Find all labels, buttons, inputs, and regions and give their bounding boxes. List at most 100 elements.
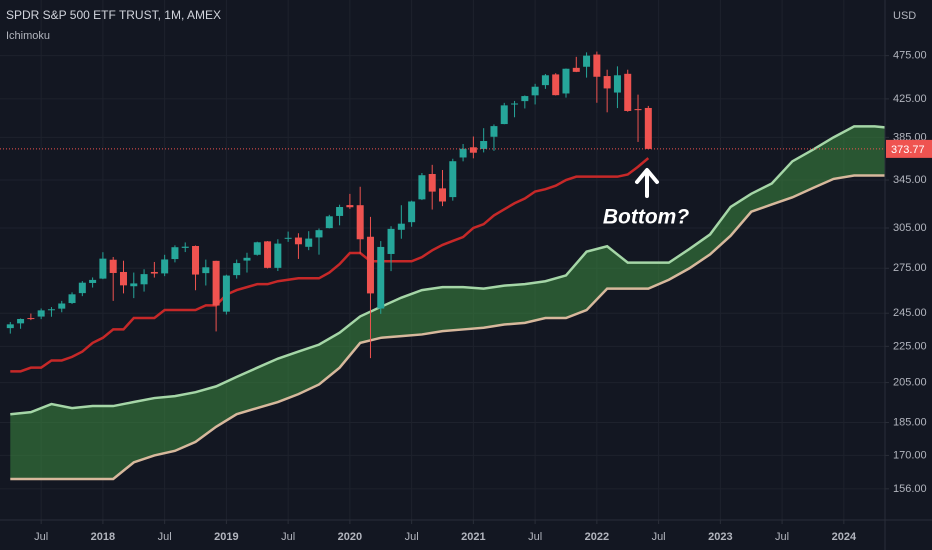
currency-label: USD	[893, 10, 916, 22]
candle-body	[202, 267, 210, 274]
candle-body	[109, 259, 117, 273]
candle-body	[233, 263, 241, 276]
cloud-fill	[10, 126, 885, 480]
candle-body	[603, 76, 611, 89]
plot-area	[0, 51, 885, 481]
candle-body	[593, 54, 601, 77]
candle-body	[552, 74, 560, 96]
y-tick-label: 425.00	[893, 93, 927, 105]
x-tick-label: Jul	[528, 531, 542, 543]
candle-body	[89, 279, 97, 283]
candle-body	[500, 105, 508, 125]
candle-body	[6, 324, 14, 329]
candle-body	[521, 96, 529, 102]
x-tick-label: 2024	[832, 531, 857, 543]
candle-body	[346, 205, 354, 208]
y-tick-label: 225.00	[893, 340, 927, 352]
candle-body	[212, 260, 220, 306]
annotation: Bottom?	[603, 206, 689, 229]
candle-body	[531, 86, 539, 96]
annotation-arrow	[635, 168, 659, 198]
candle-body	[47, 309, 55, 311]
candle-body	[37, 310, 45, 317]
x-tick-label: 2021	[461, 531, 485, 543]
indicator-label: Ichimoku	[6, 30, 50, 42]
y-tick-label: 156.00	[893, 483, 927, 495]
x-tick-label: 2020	[338, 531, 362, 543]
candle-body	[27, 318, 35, 320]
candle-body	[428, 173, 436, 192]
candle-body	[366, 236, 374, 294]
y-tick-label: 245.00	[893, 307, 927, 319]
candle-body	[325, 216, 333, 229]
candle-body	[613, 75, 621, 93]
candle-body	[439, 188, 446, 202]
x-tick-label: Jul	[34, 531, 48, 543]
base-line	[10, 157, 650, 373]
candle-body	[253, 242, 261, 255]
candle-body	[58, 303, 66, 309]
candle-body	[243, 257, 251, 261]
candle-body	[294, 237, 302, 245]
x-tick-label: Jul	[652, 531, 666, 543]
last-price-box	[886, 139, 932, 158]
candle-body	[68, 294, 76, 304]
candle-body	[644, 107, 652, 149]
candle-body	[161, 259, 169, 274]
span-b-line	[10, 174, 885, 481]
candle-body	[305, 238, 313, 247]
candle-body	[119, 271, 127, 286]
candle-body	[130, 283, 138, 287]
arrow-head	[635, 168, 659, 184]
last-price-label: 373.77	[891, 144, 925, 156]
candle-body	[78, 282, 86, 294]
candle-body	[459, 148, 467, 158]
y-tick-label: 345.00	[893, 174, 927, 186]
y-tick-label: 475.00	[893, 50, 927, 62]
span-a-line	[10, 125, 885, 416]
y-tick-label: 170.00	[893, 449, 927, 461]
y-tick-label: 305.00	[893, 222, 927, 234]
axes: 475.00425.00385.00345.00305.00275.00245.…	[34, 50, 932, 543]
candle-body	[583, 55, 591, 67]
candle-body	[387, 228, 395, 254]
candle-body	[397, 223, 405, 230]
candle-body	[274, 243, 282, 268]
candle-body	[469, 147, 477, 153]
candle-body	[480, 141, 488, 149]
candle-body	[336, 207, 344, 216]
candle-body	[572, 67, 580, 72]
x-tick-label: Jul	[405, 531, 419, 543]
candle-body	[408, 201, 416, 223]
x-tick-label: Jul	[158, 531, 172, 543]
y-tick-label: 275.00	[893, 262, 927, 274]
candle-body	[490, 126, 498, 137]
x-tick-label: 2018	[91, 531, 115, 543]
candle-body	[356, 205, 364, 240]
y-tick-label: 185.00	[893, 416, 927, 428]
candle-body	[140, 274, 148, 285]
candle-body	[562, 68, 570, 94]
candle-body	[315, 230, 323, 238]
candle-body	[192, 246, 200, 275]
candle-body	[99, 258, 107, 279]
candle-body	[171, 247, 179, 260]
x-tick-label: Jul	[775, 531, 789, 543]
candle-body	[264, 241, 272, 268]
candle-body	[377, 246, 385, 309]
chart-title: SPDR S&P 500 ETF TRUST, 1M, AMEX	[6, 8, 221, 22]
candle-body	[150, 271, 158, 274]
candle-body	[624, 73, 632, 111]
x-tick-label: 2019	[214, 531, 238, 543]
candle-body	[181, 246, 189, 248]
candle-body	[541, 75, 549, 86]
candle-body	[449, 161, 457, 198]
candle-body	[634, 109, 642, 111]
candle-body	[284, 237, 292, 239]
y-tick-label: 205.00	[893, 376, 927, 388]
x-tick-label: 2023	[708, 531, 732, 543]
candle-body	[222, 275, 230, 312]
